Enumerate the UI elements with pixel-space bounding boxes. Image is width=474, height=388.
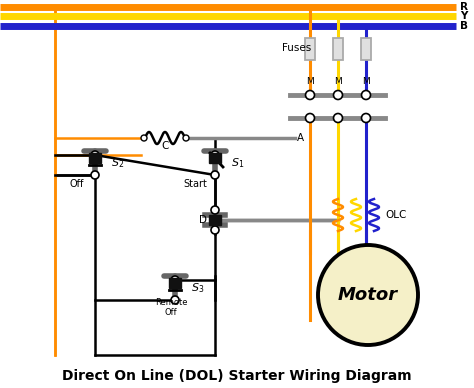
Text: Fuses: Fuses [282,43,311,53]
Circle shape [211,171,219,179]
Text: B: B [460,21,468,31]
Circle shape [362,114,371,123]
Text: $S_1$: $S_1$ [231,156,244,170]
Text: M: M [362,77,370,86]
Circle shape [362,90,371,99]
Circle shape [91,171,99,179]
Text: D: D [199,215,207,225]
Text: R: R [460,2,468,12]
Circle shape [211,151,219,159]
Text: Start: Start [183,179,207,189]
Bar [89,153,101,163]
Text: M: M [306,77,314,86]
Circle shape [91,151,99,159]
Bar [209,153,221,163]
Text: Y: Y [460,11,467,21]
Circle shape [306,90,315,99]
FancyBboxPatch shape [333,38,343,60]
Bar [169,278,181,288]
FancyBboxPatch shape [361,38,371,60]
Circle shape [334,90,343,99]
Circle shape [171,276,179,284]
Circle shape [318,245,418,345]
Bar [209,215,221,225]
Circle shape [211,206,219,214]
Text: Motor: Motor [338,286,398,304]
Circle shape [211,226,219,234]
Text: $S_2$: $S_2$ [111,156,124,170]
Text: Remote
Off: Remote Off [155,298,187,317]
Text: A: A [297,133,304,143]
Circle shape [183,135,189,141]
Text: OLC: OLC [385,210,406,220]
Circle shape [171,296,179,304]
Circle shape [334,114,343,123]
Circle shape [306,114,315,123]
Text: Direct On Line (DOL) Starter Wiring Diagram: Direct On Line (DOL) Starter Wiring Diag… [62,369,412,383]
Text: $S_3$: $S_3$ [191,281,204,295]
Text: C: C [161,141,169,151]
Circle shape [141,135,147,141]
FancyBboxPatch shape [305,38,315,60]
Text: M: M [334,77,342,86]
Text: Off: Off [70,179,84,189]
